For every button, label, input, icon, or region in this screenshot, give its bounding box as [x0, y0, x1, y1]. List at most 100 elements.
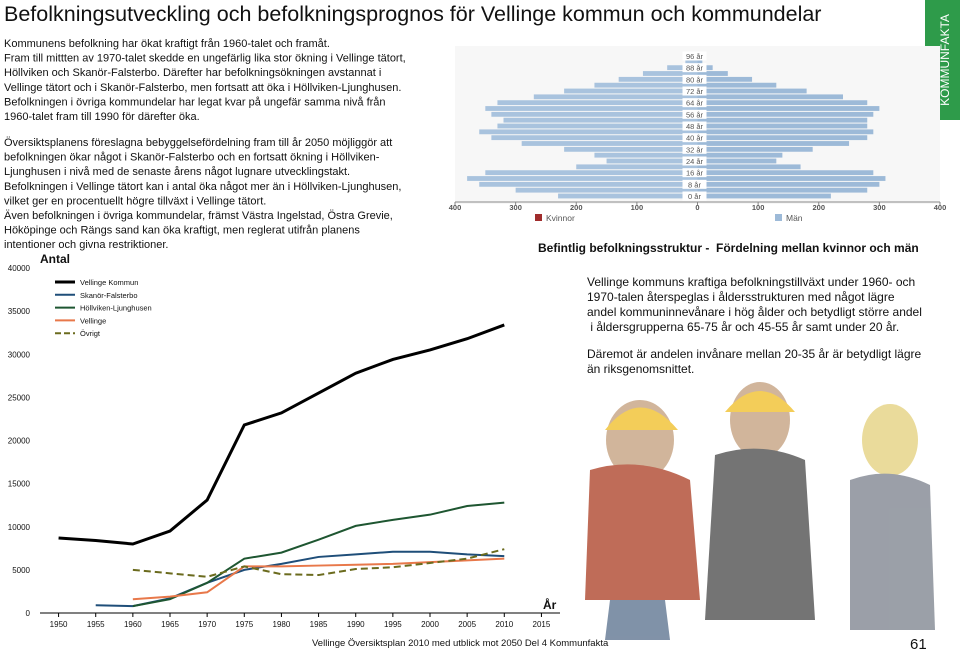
- pyramid-bar: [697, 88, 807, 94]
- pyramid-bar: [576, 164, 698, 170]
- pyramid-bar: [485, 106, 698, 111]
- pyramid-bar: [697, 146, 813, 152]
- pyramid-bar: [594, 152, 698, 158]
- age-label: 56 år: [686, 110, 704, 119]
- y-tick-label: 40000: [8, 264, 31, 273]
- worker-body: [850, 473, 935, 630]
- plan-line: intentioner och givna restriktioner.: [4, 239, 168, 251]
- pyramid-bar: [697, 117, 868, 123]
- pyramid-bar: [697, 106, 880, 111]
- y-tick-label: 10000: [8, 523, 31, 532]
- y-axis-label: Antal: [40, 252, 70, 266]
- footer-text: Vellinge Översiktsplan 2010 med utblick …: [312, 638, 609, 649]
- pyramid-bar: [497, 100, 698, 106]
- pyramid-bar: [697, 94, 843, 100]
- x-axis-label: År: [543, 597, 557, 612]
- pyramid-bar: [697, 193, 831, 199]
- age-label: 80 år: [686, 75, 704, 84]
- structure-line: i åldersgrupperna 65-75 år och 45-55 år …: [587, 320, 899, 334]
- pyramid-bar: [697, 181, 880, 187]
- age-label: 32 år: [686, 145, 704, 154]
- pyramid-bar: [491, 135, 698, 141]
- pyramid-bar: [485, 170, 698, 176]
- pyramid-bar: [515, 187, 698, 193]
- age-label-bg: [682, 191, 707, 201]
- pyramid-bar: [697, 129, 874, 135]
- y-tick-label: 15000: [8, 480, 31, 489]
- section-heading: Befintlig befolkningsstruktur - Fördelni…: [538, 241, 919, 255]
- structure-line: 1970-talen återspeglas i åldersstrukture…: [587, 290, 895, 304]
- pyramid-bar: [697, 59, 703, 65]
- plan-line: Översiktsplanens föreslagna bebyggelsefö…: [4, 137, 392, 149]
- pyramid-bar: [697, 135, 868, 141]
- x-tick-label: 1985: [310, 620, 328, 629]
- age-label: 48 år: [686, 122, 704, 131]
- x-tick-label: 2015: [533, 620, 551, 629]
- data-line: [132, 557, 505, 601]
- pyramid-bar: [521, 141, 698, 146]
- intro-line: Vellinge tätort och i Skanör-Falsterbo, …: [4, 82, 401, 94]
- y-tick-label: 20000: [8, 437, 31, 446]
- structure-line: än riksgenomsnittet.: [587, 362, 694, 376]
- x-tick-label: 1975: [235, 620, 253, 629]
- side-tab-label: KOMMUNFAKTA: [938, 14, 952, 106]
- pyramid-tick-label: 200: [812, 203, 825, 212]
- legend-label: Kvinnor: [546, 213, 575, 223]
- x-tick-label: 1995: [384, 620, 402, 629]
- pyramid-bar: [697, 164, 801, 170]
- age-label: 8 år: [688, 180, 701, 189]
- intro-line: 1960-talet fram till 1990 för därefter ö…: [4, 111, 200, 123]
- intro-line: Fram till mittten av 1970-talet skedde e…: [4, 53, 406, 65]
- plan-line: vilket ger en procentuellt högre tillväx…: [4, 195, 266, 207]
- x-tick-label: 1990: [347, 620, 365, 629]
- structure-line: Vellinge kommuns kraftiga befolkningstil…: [587, 275, 915, 289]
- x-tick-label: 1980: [273, 620, 291, 629]
- age-label-bg: [682, 156, 707, 166]
- pyramid-bar: [479, 129, 698, 135]
- pyramid-bar: [697, 82, 777, 88]
- pyramid-bar: [697, 170, 874, 176]
- legend-label: Skanör-Falsterbo: [80, 291, 138, 300]
- intro-line: Höllviken och Skanör-Falsterbo. Därefter…: [4, 67, 381, 79]
- pyramid-bar: [697, 176, 886, 181]
- legend-label: Vellinge Kommun: [80, 278, 138, 287]
- x-tick-label: 2010: [495, 620, 513, 629]
- pyramid-bar: [697, 71, 728, 76]
- pyramid-bar: [642, 71, 698, 76]
- age-label-bg: [682, 63, 707, 73]
- plan-line: Hököpinge och Rängs sand kan öka kraftig…: [4, 225, 360, 237]
- structure-line: Däremot är andelen invånare mellan 20-35…: [587, 347, 922, 361]
- pyramid-bar: [697, 152, 783, 158]
- pyramid-bar: [697, 187, 868, 193]
- pyramid-bar: [697, 141, 850, 146]
- pyramid-bar: [503, 117, 698, 123]
- page-number: 61: [910, 636, 927, 651]
- age-label-bg: [682, 74, 707, 84]
- pyramid-bar: [479, 181, 698, 187]
- legend-swatch: [775, 214, 782, 221]
- pyramid-tick-label: 200: [570, 203, 583, 212]
- pyramid-tick-label: 100: [752, 203, 765, 212]
- age-label: 16 år: [686, 169, 704, 178]
- pyramid-tick-label: 100: [631, 203, 644, 212]
- plan-line: Befolkningen i Vellinge tätort kan i ant…: [4, 181, 401, 193]
- structure-line: andel kommuninnevånare i hög ålder och b…: [587, 305, 922, 319]
- intro-line: Befolkningen i övriga kommundelar har le…: [4, 96, 386, 108]
- pyramid-tick-label: 400: [449, 203, 462, 212]
- pyramid-bar: [697, 111, 874, 117]
- age-label-bg: [682, 109, 707, 119]
- pyramid-tick-label: 300: [873, 203, 886, 212]
- pyramid-bar: [697, 100, 868, 106]
- plan-line: Även befolkningen i övriga kommundelar, …: [4, 210, 393, 222]
- pyramid-bar: [594, 82, 698, 88]
- pyramid-bar: [491, 111, 698, 117]
- data-line: [132, 548, 505, 578]
- x-tick-label: 1960: [124, 620, 142, 629]
- pyramid-tick-label: 0: [695, 203, 699, 212]
- worker-body: [705, 448, 815, 620]
- x-tick-label: 1950: [50, 620, 68, 629]
- pyramid-bar: [618, 76, 698, 82]
- data-line: [132, 501, 505, 608]
- y-tick-label: 35000: [8, 307, 31, 316]
